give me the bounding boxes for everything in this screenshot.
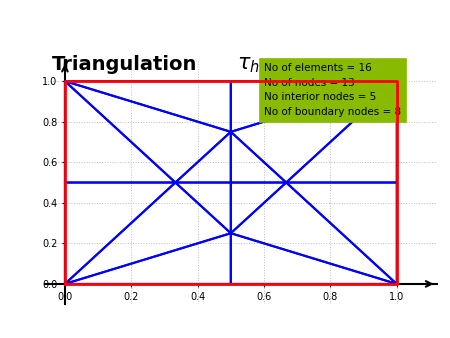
Text: No of elements = 16
No of nodes = 13
No interior nodes = 5
No of boundary nodes : No of elements = 16 No of nodes = 13 No … xyxy=(264,63,401,117)
Text: Triangulation: Triangulation xyxy=(52,55,197,74)
Text: $\tau_h$: $\tau_h$ xyxy=(238,55,260,75)
